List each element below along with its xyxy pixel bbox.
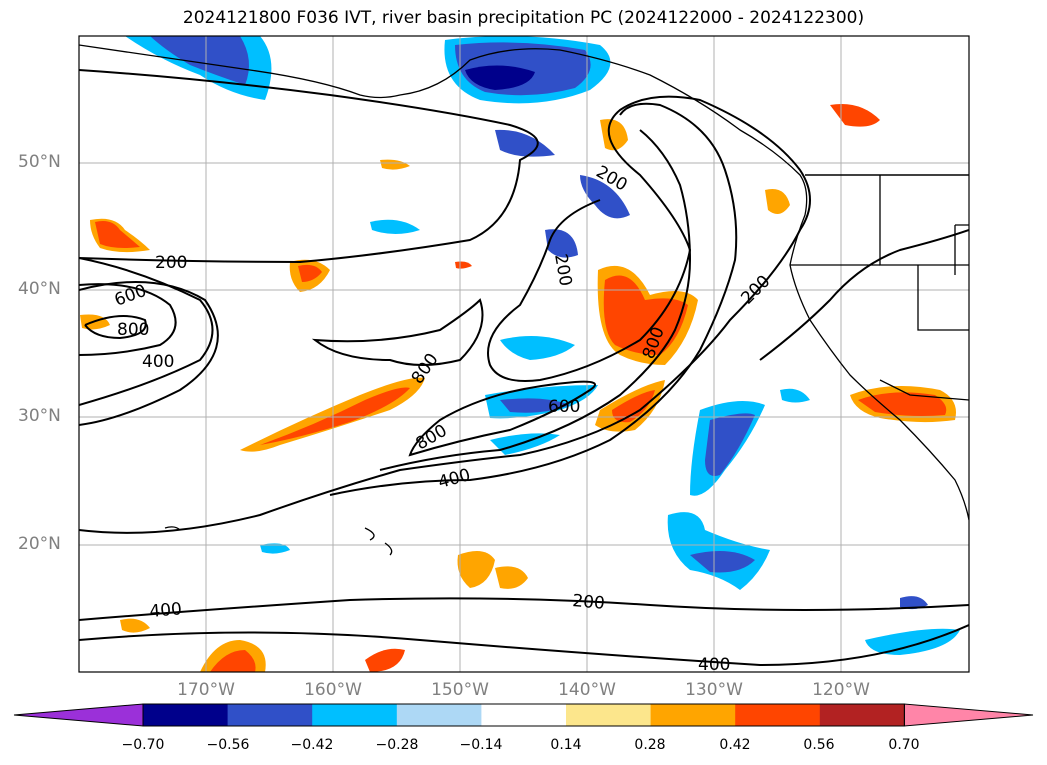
- lon-label: 140°W: [558, 680, 616, 700]
- colorbar-segment: [735, 704, 821, 726]
- lat-label: 20°N: [18, 534, 61, 554]
- colorbar-border: [142, 703, 905, 727]
- colorbar-tick-label: −0.56: [206, 737, 250, 753]
- colorbar-tick-label: 0.42: [719, 737, 751, 753]
- colorbar-tick-label: 0.14: [550, 737, 582, 753]
- contour-label: 600: [548, 397, 580, 417]
- lon-label: 160°W: [304, 680, 362, 700]
- colorbar: [13, 703, 1034, 727]
- lon-label: 170°W: [177, 680, 235, 700]
- colorbar-segment: [481, 704, 567, 726]
- contour-label: 400: [149, 599, 183, 622]
- colorbar-segment: [312, 704, 398, 726]
- contour-label: 200: [155, 253, 187, 273]
- colorbar-tick-label: −0.42: [290, 737, 334, 753]
- colorbar-tick-label: −0.14: [459, 737, 503, 753]
- positive-anomaly-shading: [80, 104, 956, 672]
- colorbar-tick-label: −0.28: [375, 737, 419, 753]
- lat-label: 40°N: [18, 279, 61, 299]
- graticule: [79, 36, 969, 672]
- lon-label: 120°W: [812, 680, 870, 700]
- colorbar-segment: [227, 704, 313, 726]
- lat-label: 50°N: [18, 152, 61, 172]
- lon-label: 150°W: [431, 680, 489, 700]
- colorbar-segment: [396, 704, 482, 726]
- coastlines: [79, 44, 969, 556]
- contour-label: 200: [572, 591, 606, 614]
- lat-label: 30°N: [18, 406, 61, 426]
- negative-anomaly-shading: [125, 36, 960, 655]
- colorbar-tick-label: 0.28: [634, 737, 666, 753]
- colorbar-extend-high: [903, 703, 1034, 727]
- colorbar-segment: [819, 704, 905, 726]
- lon-label: 130°W: [685, 680, 743, 700]
- colorbar-segment: [143, 704, 229, 726]
- colorbar-tick-label: 0.70: [888, 737, 920, 753]
- contour-label: 400: [142, 352, 174, 372]
- colorbar-extend-low: [13, 703, 144, 727]
- colorbar-segment: [650, 704, 736, 726]
- ivt-contours: [79, 69, 969, 667]
- colorbar-tick-label: 0.56: [803, 737, 835, 753]
- colorbar-segment: [566, 704, 652, 726]
- colorbar-tick-label: −0.70: [121, 737, 165, 753]
- contour-label: 400: [698, 655, 730, 675]
- map-title: 2024121800 F036 IVT, river basin precipi…: [182, 8, 865, 28]
- contour-label: 800: [117, 320, 149, 340]
